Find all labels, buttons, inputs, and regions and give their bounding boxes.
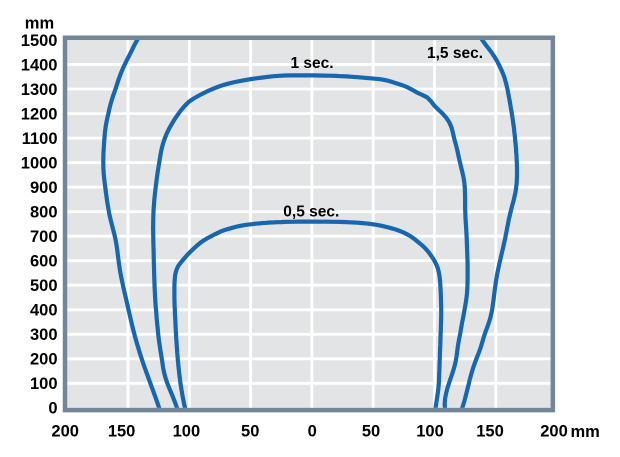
svg-text:800: 800 — [30, 204, 58, 222]
svg-text:mm: mm — [571, 423, 600, 441]
svg-text:0: 0 — [48, 400, 57, 418]
svg-text:mm: mm — [25, 14, 54, 32]
svg-text:700: 700 — [30, 228, 58, 246]
svg-text:1400: 1400 — [21, 56, 58, 74]
svg-text:100: 100 — [173, 423, 201, 441]
svg-text:200: 200 — [30, 351, 58, 369]
svg-text:200: 200 — [51, 423, 79, 441]
svg-text:50: 50 — [362, 423, 380, 441]
svg-text:100: 100 — [30, 375, 58, 393]
svg-text:0: 0 — [308, 423, 317, 441]
svg-text:200: 200 — [540, 423, 568, 441]
svg-text:1500: 1500 — [21, 32, 58, 50]
svg-text:1200: 1200 — [21, 105, 58, 123]
svg-text:0,5 sec.: 0,5 sec. — [283, 204, 339, 221]
svg-text:400: 400 — [30, 302, 58, 320]
svg-text:150: 150 — [476, 423, 504, 441]
svg-text:1100: 1100 — [22, 130, 58, 148]
svg-text:1 sec.: 1 sec. — [290, 55, 333, 72]
svg-text:600: 600 — [30, 253, 58, 271]
svg-text:1300: 1300 — [21, 81, 58, 99]
svg-text:100: 100 — [416, 423, 444, 441]
svg-text:1,5 sec.: 1,5 sec. — [427, 45, 483, 62]
svg-text:500: 500 — [30, 277, 58, 295]
svg-text:50: 50 — [241, 423, 259, 441]
svg-text:900: 900 — [30, 179, 58, 197]
svg-text:150: 150 — [108, 423, 136, 441]
svg-text:300: 300 — [30, 326, 58, 344]
svg-text:1000: 1000 — [21, 155, 58, 173]
